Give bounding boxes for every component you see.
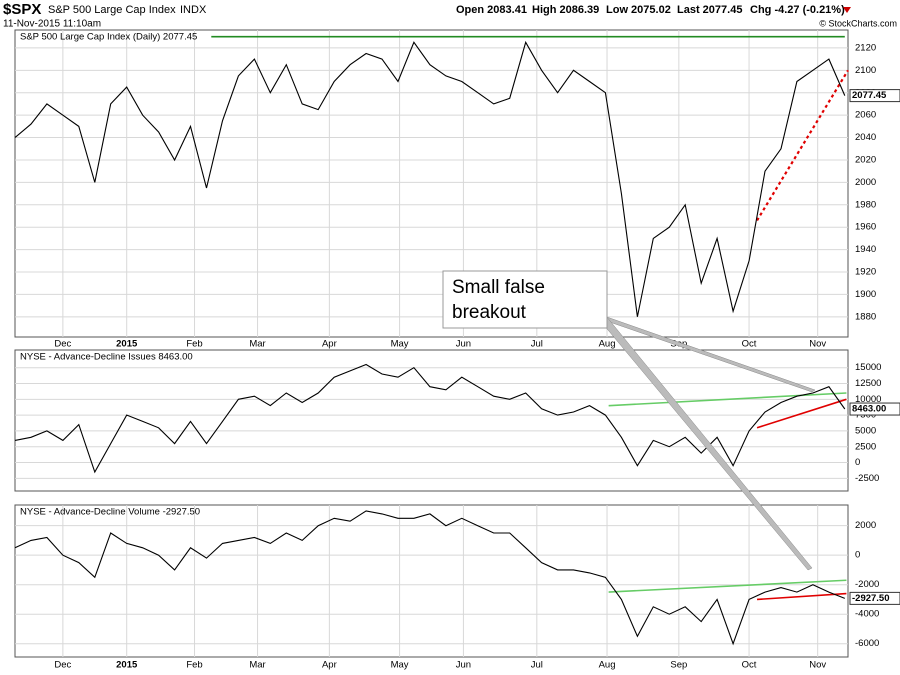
x-tick-label: 2015 [116, 339, 138, 350]
down-arrow [843, 7, 851, 13]
x-tick-label: Aug [599, 339, 616, 350]
panels: 1880 1900 1920 1940 1960 1980 2000 2020 2040 2060… [14, 29, 900, 671]
y-tick-label: 2100 [855, 65, 876, 76]
y-tick-label: -2500 [855, 473, 879, 484]
y-tick-label: 5000 [855, 425, 876, 436]
x-tick-label: Oct [742, 660, 757, 671]
x-tick-label: May [391, 339, 409, 350]
date: 11-Nov-2015 11:10am [3, 19, 101, 30]
symbol: $SPX [3, 1, 41, 18]
credit: © StockCharts.com [819, 18, 897, 28]
quote-open: Open 2083.41 [456, 4, 527, 16]
y-tick-label: 2000 [855, 177, 876, 188]
x-tick-label: Jun [456, 339, 471, 350]
x-tick-label: Feb [186, 339, 202, 350]
callout: Small false breakout [442, 270, 816, 571]
trend-line [756, 69, 849, 222]
x-tick-label: Apr [322, 660, 337, 671]
y-tick-label: 0 [855, 457, 860, 468]
x-tick-label: Feb [186, 660, 202, 671]
callout-box [442, 270, 608, 329]
panel-title: S&P 500 Large Cap Index (Daily) 2077.45 [20, 32, 197, 43]
y-tick-label: 2000 [855, 520, 876, 531]
panel-title: NYSE - Advance-Decline Volume -2927.50 [20, 507, 200, 518]
x-tick-label: Apr [322, 339, 337, 350]
price-line [14, 510, 846, 646]
x-tick-label: Jul [531, 660, 543, 671]
last-value-tag [849, 591, 900, 605]
y-tick-label: -2000 [855, 579, 879, 590]
quote-high: High 2086.39 [532, 4, 599, 16]
trend-line [756, 398, 847, 429]
y-tick-label: 2060 [855, 110, 876, 121]
y-tick-label: 2040 [855, 132, 876, 143]
y-tick-label: -6000 [855, 638, 879, 649]
panel-frame [14, 504, 849, 658]
x-tick-label: Dec [54, 339, 71, 350]
trend-line [756, 592, 847, 601]
x-tick-label: Aug [599, 660, 616, 671]
trend-line [608, 392, 847, 407]
x-tick-label: Mar [249, 660, 265, 671]
y-tick-label: 1940 [855, 244, 876, 255]
y-tick-label: 2120 [855, 42, 876, 53]
y-tick-label: 15000 [855, 362, 881, 373]
x-tick-label: Mar [249, 339, 265, 350]
x-tick-label: 2015 [116, 660, 138, 671]
last-value-tag [849, 402, 900, 416]
callout-text: Small false [452, 277, 545, 298]
panel-frame [14, 29, 849, 338]
x-tick-label: Dec [54, 660, 71, 671]
panel-title: NYSE - Advance-Decline Issues 8463.00 [20, 352, 193, 363]
last-value-label: -2927.50 [852, 593, 890, 604]
panel-frame [14, 349, 849, 492]
quote-last: Last 2077.45 [677, 4, 742, 16]
x-tick-label: Nov [809, 339, 826, 350]
y-tick-label: 1880 [855, 311, 876, 322]
y-tick-label: 1920 [855, 267, 876, 278]
y-tick-label: 0 [855, 550, 860, 561]
quote-low: Low 2075.02 [606, 4, 671, 16]
x-tick-label: Nov [809, 660, 826, 671]
x-tick-label: Oct [742, 339, 757, 350]
x-tick-label: Jul [531, 339, 543, 350]
last-value-label: 2077.45 [852, 90, 887, 101]
y-tick-label: 2020 [855, 154, 876, 165]
y-tick-label: 2500 [855, 441, 876, 452]
y-tick-label: 12500 [855, 378, 881, 389]
callout-text: breakout [452, 302, 527, 323]
x-tick-label: Jun [456, 660, 471, 671]
y-tick-label: 1900 [855, 289, 876, 300]
quote-change: Chg -4.27 (-0.21%) [750, 4, 845, 16]
x-tick-label: May [391, 660, 409, 671]
last-value-tag [849, 89, 900, 103]
exchange: INDX [180, 4, 207, 16]
last-value-label: 8463.00 [852, 404, 886, 415]
y-tick-label: 1960 [855, 222, 876, 233]
trend-line [608, 579, 847, 593]
index-name: S&P 500 Large Cap Index [48, 4, 176, 16]
x-tick-label: Sep [670, 660, 687, 671]
y-tick-label: 10000 [855, 394, 881, 405]
price-line [14, 40, 846, 317]
y-tick-label: -4000 [855, 609, 879, 620]
y-tick-label: 1980 [855, 199, 876, 210]
